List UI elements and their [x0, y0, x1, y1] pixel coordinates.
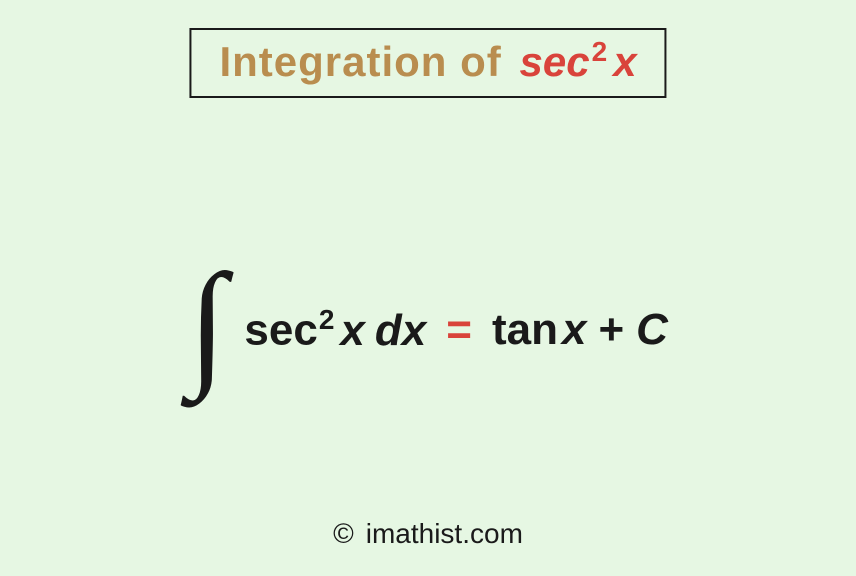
- lhs-exponent: 2: [319, 304, 335, 335]
- rhs-constant: C: [636, 305, 668, 354]
- credit-text: imathist.com: [366, 518, 523, 550]
- credit-line: © imathist.com: [333, 518, 523, 550]
- rhs-variable: x: [562, 305, 586, 354]
- title-prefix: Integration of: [219, 38, 501, 85]
- equals-sign: =: [446, 305, 472, 355]
- title-box: Integration of sec2x: [189, 28, 666, 98]
- lhs-dx: dx: [375, 306, 426, 355]
- plus-sign: +: [598, 305, 624, 354]
- lhs-term: sec2xdx: [244, 304, 426, 356]
- integral-sign: ∫: [188, 254, 226, 394]
- lhs-function: sec: [244, 306, 317, 355]
- copyright-icon: ©: [333, 518, 354, 550]
- rhs-function: tan: [492, 305, 558, 354]
- title-function: sec2x: [520, 38, 637, 85]
- title-variable: x: [613, 38, 636, 85]
- integral-formula: ∫ sec2xdx = tanx+C: [188, 260, 668, 400]
- lhs-variable: x: [340, 306, 364, 355]
- title-func-name: sec: [520, 38, 590, 85]
- rhs-term: tanx+C: [492, 305, 668, 355]
- title-exponent: 2: [592, 36, 608, 67]
